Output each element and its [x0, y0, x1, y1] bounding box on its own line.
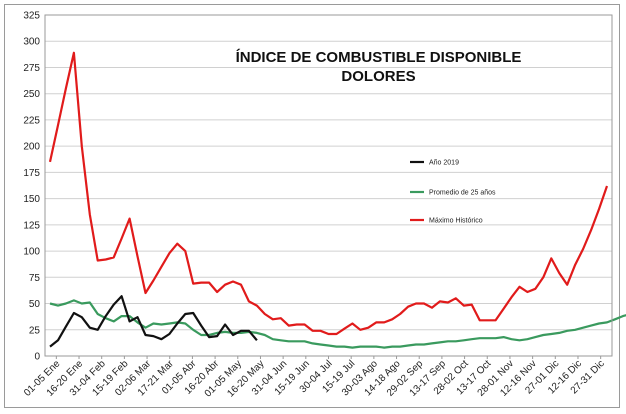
y-tick-label: 300 — [23, 37, 40, 48]
legend-label-1: Promedio de 25 años — [429, 190, 496, 197]
y-tick-label: 225 — [23, 115, 40, 126]
y-tick-label: 250 — [23, 89, 40, 100]
y-tick-label: 125 — [23, 220, 40, 231]
series-line-1 — [49, 299, 626, 349]
series-line-0 — [49, 295, 258, 348]
y-axis-ticks: 0 25 50 75 100 125 150 175 200 225 250 275 300 325 — [23, 11, 40, 363]
chart-title-line-1: ÍNDICE DE COMBUSTIBLE DISPONIBLE — [236, 49, 522, 66]
y-tick-label: 0 — [34, 352, 40, 363]
series-line-2 — [48, 51, 609, 336]
gridlines — [45, 14, 612, 357]
y-tick-label: 100 — [23, 247, 40, 258]
y-tick-label: 150 — [23, 194, 40, 205]
legend: Año 2019 Promedio de 25 años Máximo Histór… — [410, 160, 496, 225]
y-tick-label: 275 — [23, 63, 40, 74]
y-tick-label: 50 — [29, 299, 41, 310]
y-tick-label: 75 — [29, 273, 41, 284]
plot-area-border — [44, 14, 613, 357]
y-tick-label: 325 — [23, 11, 40, 22]
y-tick-label: 175 — [23, 168, 40, 179]
legend-label-2: Máximo Histórico — [429, 218, 483, 225]
chart-title-line-2: DOLORES — [341, 68, 415, 85]
y-tick-label: 25 — [29, 325, 41, 336]
legend-label-0: Año 2019 — [429, 160, 459, 167]
y-tick-label: 200 — [23, 142, 40, 153]
series-lines — [48, 51, 626, 349]
